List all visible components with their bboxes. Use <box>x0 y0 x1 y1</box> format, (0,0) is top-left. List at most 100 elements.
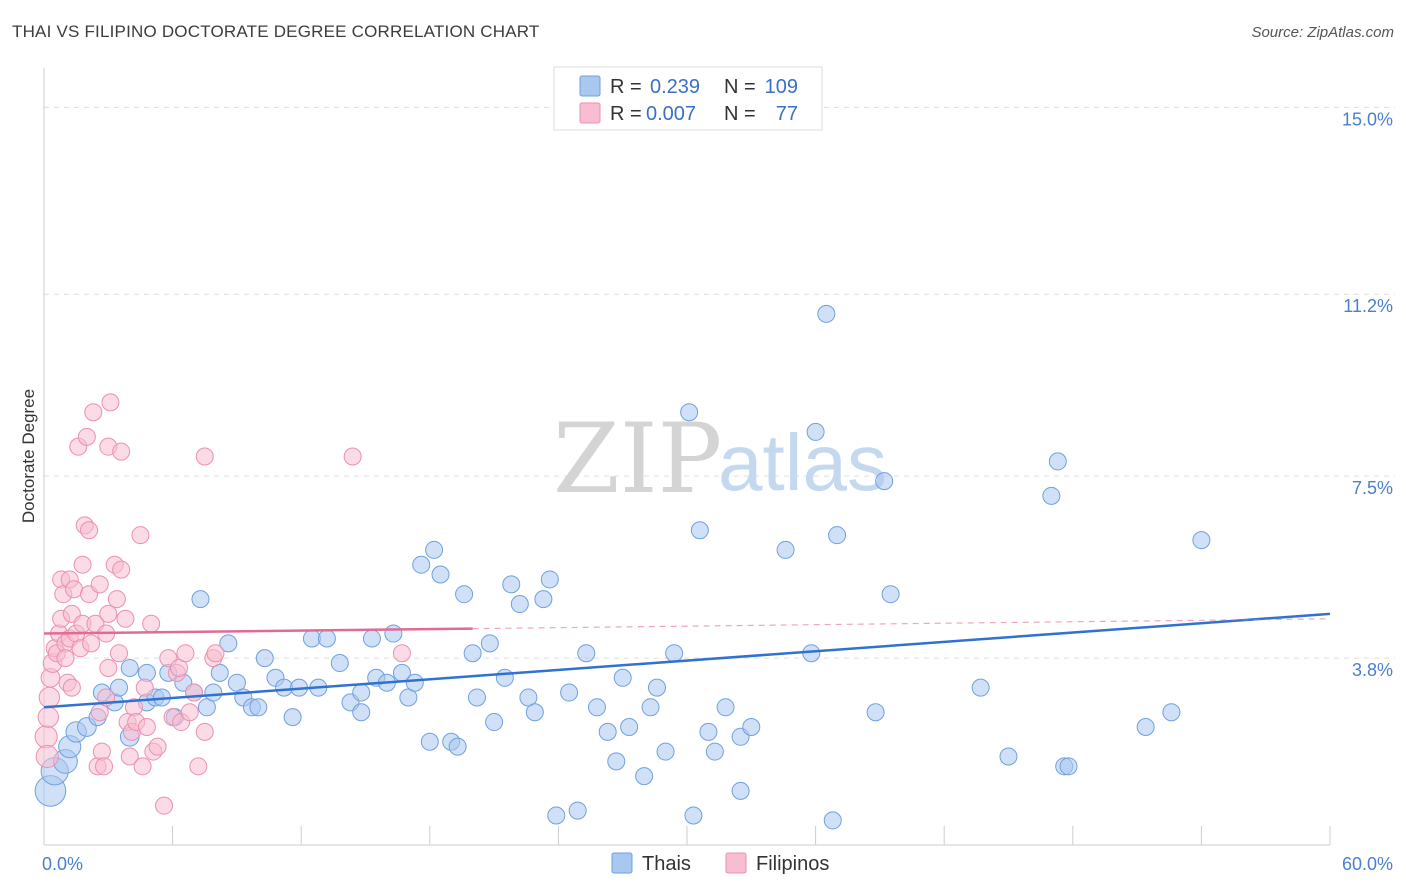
data-point-thais <box>547 806 566 825</box>
data-point-filipinos <box>107 590 126 609</box>
data-point-thais <box>525 703 544 722</box>
data-point-filipinos <box>38 686 61 709</box>
data-point-thais <box>362 629 381 648</box>
data-point-thais <box>716 698 735 717</box>
data-point-thais <box>191 590 210 609</box>
data-point-thais <box>598 722 617 741</box>
legend-n-label: N = <box>724 76 756 98</box>
data-point-thais <box>495 668 514 687</box>
series-legend: Thais Filipinos <box>611 852 829 875</box>
legend-n-value: 77 <box>776 103 798 125</box>
data-point-filipinos <box>176 644 195 663</box>
series-legend-label-thais: Thais <box>642 853 691 875</box>
data-point-thais <box>412 555 431 574</box>
data-point-filipinos <box>392 644 411 663</box>
chart-source: Source: ZipAtlas.com <box>1251 24 1394 41</box>
data-point-filipinos <box>56 649 75 668</box>
data-point-thais <box>875 472 894 491</box>
data-point-thais <box>405 673 424 692</box>
x-tick-label: 60.0% <box>1342 854 1393 874</box>
legend-n-label: N = <box>724 103 756 125</box>
data-point-thais <box>540 570 559 589</box>
data-point-filipinos <box>137 717 156 736</box>
data-point-thais <box>828 526 847 545</box>
data-point-filipinos <box>84 403 103 422</box>
data-point-thais <box>330 654 349 673</box>
data-point-filipinos <box>99 604 118 623</box>
data-point-thais <box>384 624 403 643</box>
data-point-thais <box>455 585 474 604</box>
data-point-filipinos <box>95 757 114 776</box>
data-point-thais <box>480 634 499 653</box>
data-point-filipinos <box>343 447 362 466</box>
data-point-thais <box>1192 531 1211 550</box>
legend-swatch-thais <box>579 75 601 97</box>
data-point-thais <box>317 629 336 648</box>
legend-r-value: 0.007 <box>646 103 696 125</box>
data-point-thais <box>823 811 842 830</box>
data-point-thais <box>431 565 450 584</box>
chart-title: THAI VS FILIPINO DOCTORATE DEGREE CORREL… <box>12 22 540 41</box>
data-point-thais <box>420 732 439 751</box>
data-point-thais <box>302 629 321 648</box>
data-point-thais <box>219 634 238 653</box>
legend-r-label: R = <box>610 103 642 125</box>
data-point-thais <box>635 767 654 786</box>
data-point-filipinos <box>135 678 154 697</box>
data-point-filipinos <box>206 644 225 663</box>
data-point-filipinos <box>180 703 199 722</box>
data-point-thais <box>742 717 761 736</box>
series-legend-swatch-thais <box>611 852 633 874</box>
data-point-filipinos <box>82 634 101 653</box>
watermark-zip: ZIP <box>553 403 722 515</box>
legend-r-value: 0.239 <box>650 76 700 98</box>
data-point-thais <box>275 678 294 697</box>
stats-legend-row-thais: R = 0.239 N = 109 <box>579 75 798 98</box>
data-point-filipinos <box>99 658 118 677</box>
data-point-filipinos <box>185 683 204 702</box>
data-point-filipinos <box>148 737 167 756</box>
data-point-thais <box>249 698 268 717</box>
data-point-filipinos <box>155 796 174 815</box>
y-tick-label: 15.0% <box>1342 109 1393 129</box>
legend-r-label: R = <box>610 76 642 98</box>
data-point-filipinos <box>195 447 214 466</box>
data-point-thais <box>665 644 684 663</box>
data-point-filipinos <box>120 747 139 766</box>
data-point-filipinos <box>80 521 99 540</box>
data-point-filipinos <box>131 526 150 545</box>
data-points <box>34 304 1211 830</box>
data-point-thais <box>971 678 990 697</box>
data-point-thais <box>485 713 504 732</box>
data-point-thais <box>1048 452 1067 471</box>
data-point-filipinos <box>133 757 152 776</box>
data-point-thais <box>680 403 699 422</box>
series-legend-swatch-filipinos <box>725 852 747 874</box>
data-point-thais <box>534 590 553 609</box>
data-point-thais <box>467 688 486 707</box>
data-point-filipinos <box>112 442 131 461</box>
y-axis-label: Doctorate Degree <box>19 389 38 523</box>
data-point-filipinos <box>77 427 96 446</box>
data-point-thais <box>806 422 825 441</box>
data-point-thais <box>647 678 666 697</box>
data-point-thais <box>656 742 675 761</box>
legend-n-value: 109 <box>765 76 798 98</box>
data-point-filipinos <box>73 555 92 574</box>
data-point-filipinos <box>92 742 111 761</box>
y-tick-label: 3.8% <box>1352 660 1393 680</box>
data-point-thais <box>510 595 529 614</box>
data-point-thais <box>577 644 596 663</box>
data-point-thais <box>866 703 885 722</box>
data-point-thais <box>705 742 724 761</box>
data-point-filipinos <box>35 744 59 769</box>
data-point-thais <box>568 801 587 820</box>
watermark-atlas: atlas <box>718 418 887 507</box>
data-point-filipinos <box>116 609 135 628</box>
watermark: ZIP atlas <box>553 403 887 515</box>
data-point-filipinos <box>34 725 58 749</box>
data-point-thais <box>587 698 606 717</box>
data-point-filipinos <box>142 614 161 633</box>
data-point-thais <box>999 747 1018 766</box>
